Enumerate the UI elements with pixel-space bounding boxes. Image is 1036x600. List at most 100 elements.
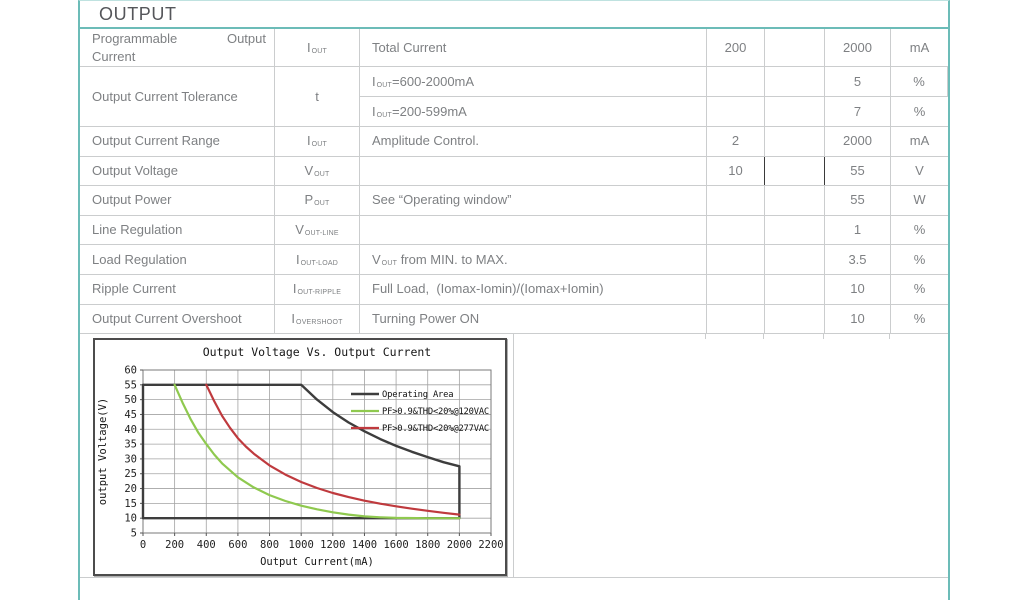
min-value: [707, 304, 765, 334]
table-row: Load Regulation I OUT-LOAD V OUT from MIN.…: [80, 245, 948, 275]
chart-row: 0 200 400 600 800 1000 1200 1400 1600 1800 2000 220…: [80, 334, 948, 579]
param-name: Output Current Tolerance: [80, 67, 275, 126]
unit: %: [913, 222, 926, 238]
svg-text:PF>0.9&THD<20%@120VAC: PF>0.9&THD<20%@120VAC: [382, 407, 489, 417]
max-value: 10: [825, 274, 891, 304]
table-row: Output Current Tolerance t I OUT =600-2000…: [80, 67, 948, 127]
cell-divider: [513, 334, 514, 578]
table-row: Output Voltage V OUT 10 55 V: [80, 156, 948, 187]
series-1: [173, 383, 461, 520]
svg-text:55: 55: [124, 379, 137, 391]
param-condition: V OUT from MIN. to MAX.: [360, 245, 707, 274]
min-value: 10: [707, 156, 765, 186]
svg-text:Output Current(mA): Output Current(mA): [260, 556, 374, 568]
svg-text:10: 10: [124, 513, 137, 525]
svg-text:40: 40: [124, 424, 137, 436]
svg-text:400: 400: [197, 539, 216, 551]
svg-text:60: 60: [124, 365, 137, 377]
param-symbol: I OVERSHOOT: [275, 304, 360, 334]
svg-text:1600: 1600: [383, 539, 408, 551]
min-value: [707, 97, 765, 126]
series-0: [141, 383, 461, 520]
typ-value: [765, 156, 825, 186]
param-name: Ripple Current: [80, 274, 275, 304]
param-condition: Amplitude Control.: [360, 127, 707, 156]
svg-text:1200: 1200: [320, 539, 345, 551]
output-chart-svg: 0 200 400 600 800 1000 1200 1400 1600 1800 2000 220…: [97, 345, 504, 568]
table-row: Output Current Overshoot I OVERSHOOT Turn…: [80, 304, 948, 335]
table-row: Programmable Output Current I OUT Total C…: [80, 29, 948, 67]
svg-text:15: 15: [124, 498, 137, 510]
param-condition: Full Load, (Iomax-Iomin)/(Iomax+Iomin): [360, 274, 707, 304]
max-value: 7: [825, 97, 891, 126]
param-symbol: I OUT-RIPPLE: [275, 274, 360, 304]
param-name: Programmable Output Current: [80, 29, 275, 66]
min-value: [707, 67, 765, 97]
min-value: 200: [707, 29, 765, 66]
svg-text:50: 50: [124, 394, 137, 406]
column-border-stub: [889, 334, 890, 340]
column-border-stub: [763, 334, 764, 340]
table-row: Ripple Current I OUT-RIPPLE Full Load, (I…: [80, 274, 948, 305]
typ-value: [765, 274, 825, 304]
typ-value: [765, 186, 825, 215]
param-name: Output Power: [80, 186, 275, 215]
legend-entry: PF>0.9&THD<20%@120VAC: [351, 407, 489, 417]
svg-text:20: 20: [124, 483, 137, 495]
param-name: Line Regulation: [80, 215, 275, 245]
typ-value: [765, 215, 825, 245]
typ-value: [765, 29, 825, 66]
legend-entry: PF>0.9&THD<20%@277VAC: [351, 424, 489, 434]
param-symbol: I OUT: [275, 29, 360, 66]
min-value: 2: [707, 127, 765, 156]
param-symbol: I OUT-LOAD: [275, 245, 360, 274]
unit: W: [913, 192, 926, 208]
typ-value: [765, 97, 825, 126]
param-name: Output Current Range: [80, 127, 275, 156]
table-row: Output Power P OUT See “Operating window”…: [80, 186, 948, 216]
svg-text:25: 25: [124, 468, 137, 480]
typ-value: [765, 127, 825, 156]
unit: %: [891, 67, 948, 97]
svg-text:1800: 1800: [415, 539, 440, 551]
table-row: Output Current Range I OUT Amplitude Cont…: [80, 127, 948, 157]
svg-text:Operating Area: Operating Area: [382, 390, 453, 400]
table-row: Line Regulation V OUT-LINE 1 %: [80, 215, 948, 246]
unit: %: [913, 281, 926, 297]
param-condition: [360, 215, 707, 245]
unit: %: [913, 310, 926, 326]
unit: %: [913, 103, 926, 119]
column-border-stub: [705, 334, 706, 340]
param-condition: I OUT =200-599mA: [360, 97, 707, 126]
max-value: 55: [825, 186, 891, 215]
param-condition: [360, 156, 707, 186]
param-name: Output Voltage: [80, 156, 275, 186]
max-value: 2000: [825, 29, 891, 66]
svg-text:600: 600: [228, 539, 247, 551]
svg-text:800: 800: [260, 539, 279, 551]
min-value: [707, 274, 765, 304]
svg-text:PF>0.9&THD<20%@277VAC: PF>0.9&THD<20%@277VAC: [382, 424, 489, 434]
max-value: 2000: [825, 127, 891, 156]
max-value: 55: [825, 156, 891, 186]
section-header: OUTPUT: [80, 1, 948, 29]
svg-text:1400: 1400: [352, 539, 377, 551]
svg-text:30: 30: [124, 454, 137, 466]
param-name: Load Regulation: [80, 245, 275, 274]
svg-text:200: 200: [165, 539, 184, 551]
column-border-stub: [823, 334, 824, 340]
param-symbol: I OUT: [275, 127, 360, 156]
legend-entry: Operating Area: [351, 390, 454, 400]
param-name: Output Current Overshoot: [80, 304, 275, 334]
typ-value: [765, 67, 825, 97]
svg-text:output Voltage(V): output Voltage(V): [97, 398, 109, 505]
param-symbol: V OUT: [275, 156, 360, 186]
datasheet-output-section: OUTPUT Programmable Output Current I OUT …: [78, 0, 950, 600]
svg-text:2200: 2200: [478, 539, 503, 551]
svg-text:5: 5: [131, 528, 137, 540]
param-condition: Turning Power ON: [360, 304, 707, 334]
svg-text:Output Voltage Vs. Output Curr: Output Voltage Vs. Output Current: [203, 345, 431, 359]
param-condition: See “Operating window”: [360, 186, 707, 215]
svg-text:2000: 2000: [447, 539, 472, 551]
bottom-spacer: [80, 578, 948, 600]
